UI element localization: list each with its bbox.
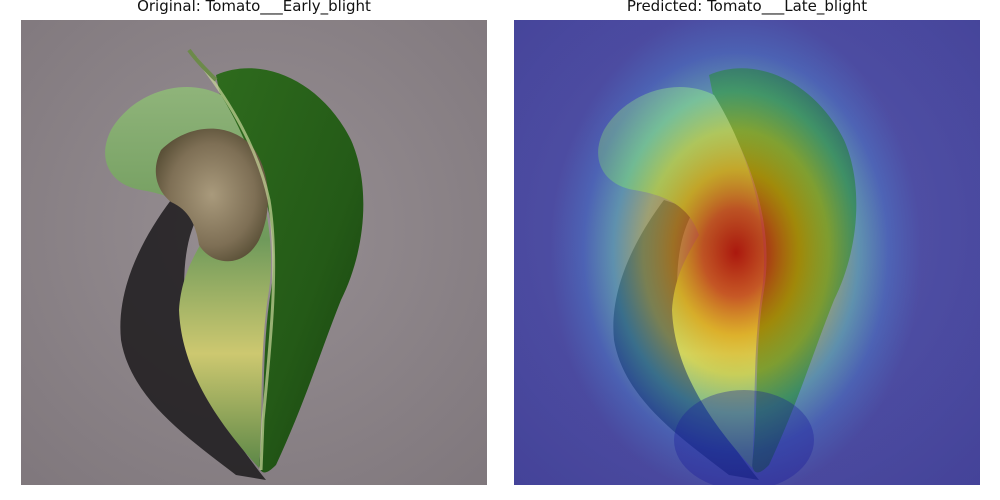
original-panel: Original: Tomato___Early_blight bbox=[21, 0, 487, 500]
prediction-panel: Predicted: Tomato___Late_blight bbox=[514, 0, 980, 500]
leaf-right-half bbox=[216, 68, 364, 473]
blight-lesion bbox=[155, 128, 269, 262]
leaf-stem bbox=[187, 48, 218, 82]
prediction-panel-title: Predicted: Tomato___Late_blight bbox=[626, 0, 868, 15]
activation-heatmap bbox=[514, 20, 980, 485]
original-panel-title: Original: Tomato___Early_blight bbox=[137, 0, 371, 15]
heatmap-cool-region bbox=[674, 390, 814, 485]
leaf-midrib bbox=[194, 57, 276, 471]
original-leaf-photo bbox=[21, 20, 487, 485]
original-leaf-image bbox=[21, 20, 487, 485]
leaf-shadow bbox=[120, 200, 266, 480]
gradcam-overlay-photo bbox=[514, 20, 980, 485]
gradcam-heatmap-image bbox=[514, 20, 980, 485]
